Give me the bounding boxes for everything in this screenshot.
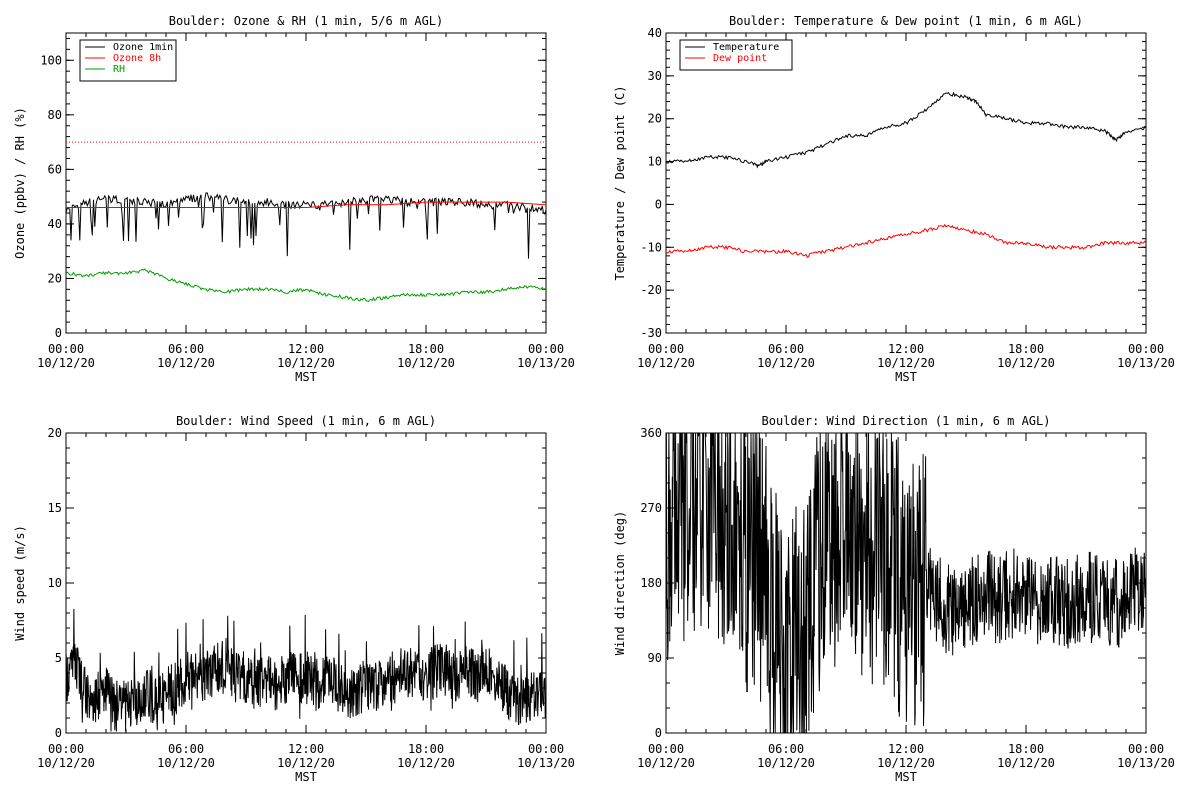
y-tick-label: 20 [48,271,62,285]
chart-title: Boulder: Wind Speed (1 min, 6 m AGL) [176,414,436,428]
series-line-ozone-8h [66,201,546,208]
y-tick-label: 0 [655,726,662,740]
x-tick-time: 06:00 [168,342,204,356]
y-tick-label: 0 [55,726,62,740]
chart-panel-4: Boulder: Wind Direction (1 min, 6 m AGL)… [613,414,1175,784]
chart-title: Boulder: Wind Direction (1 min, 6 m AGL) [762,414,1051,428]
x-tick-date: 10/12/20 [757,356,815,370]
x-tick-date: 10/13/20 [1117,756,1175,770]
x-tick-date: 10/13/20 [1117,356,1175,370]
y-tick-label: 90 [648,651,662,665]
x-tick-time: 00:00 [48,742,84,756]
y-tick-label: -20 [640,283,662,297]
x-tick-date: 10/12/20 [877,356,935,370]
x-tick-date: 10/12/20 [37,356,95,370]
y-tick-label: 30 [648,69,662,83]
x-tick-date: 10/12/20 [37,756,95,770]
chart-title: Boulder: Temperature & Dew point (1 min,… [729,14,1083,28]
y-tick-label: 100 [40,53,62,67]
y-tick-label: 360 [640,426,662,440]
y-axis-label: Temperature / Dew point (C) [613,85,627,280]
legend-label: Dew point [713,53,767,64]
y-tick-label: 40 [48,217,62,231]
y-tick-label: 5 [55,651,62,665]
x-tick-time: 18:00 [408,742,444,756]
x-tick-time: 00:00 [528,342,564,356]
x-tick-time: 18:00 [1008,342,1044,356]
y-tick-label: -10 [640,240,662,254]
x-tick-date: 10/12/20 [157,356,215,370]
x-tick-date: 10/12/20 [997,356,1055,370]
y-tick-label: 0 [55,326,62,340]
y-tick-label: 10 [48,576,62,590]
x-tick-time: 06:00 [168,742,204,756]
x-axis-label: MST [295,370,317,384]
y-tick-label: 0 [655,197,662,211]
y-tick-label: 20 [648,112,662,126]
x-tick-time: 00:00 [528,742,564,756]
legend-box [679,39,793,71]
x-axis-label: MST [895,370,917,384]
x-axis-label: MST [295,770,317,784]
x-tick-time: 12:00 [888,742,924,756]
x-tick-date: 10/12/20 [397,756,455,770]
x-tick-date: 10/12/20 [277,756,335,770]
x-tick-time: 06:00 [768,742,804,756]
legend-label: Ozone 1min [113,42,173,53]
series-line-dew-point [666,223,1146,259]
series-group [666,91,1146,259]
y-tick-label: 20 [48,426,62,440]
x-axis-label: MST [895,770,917,784]
y-tick-label: 10 [648,155,662,169]
x-tick-time: 18:00 [1008,742,1044,756]
x-tick-date: 10/12/20 [277,356,335,370]
series-line-rh [66,268,546,303]
y-tick-label: 180 [640,576,662,590]
x-tick-time: 12:00 [888,342,924,356]
series-group [666,433,1146,733]
legend-label: Ozone 8h [113,53,161,64]
x-tick-date: 10/12/20 [637,356,695,370]
legend-label: Temperature [713,42,779,53]
x-tick-time: 00:00 [648,342,684,356]
x-tick-time: 06:00 [768,342,804,356]
series-line-data-1 [666,433,1146,733]
x-tick-date: 10/12/20 [997,756,1055,770]
x-tick-time: 18:00 [408,342,444,356]
series-line-data-1 [66,608,546,732]
x-tick-date: 10/13/20 [517,756,575,770]
chart-panel-2: Boulder: Temperature & Dew point (1 min,… [613,14,1175,384]
series-group [66,608,546,732]
x-tick-time: 12:00 [288,342,324,356]
y-axis-label: Wind direction (deg) [613,511,627,656]
x-tick-date: 10/13/20 [517,356,575,370]
series-group [66,141,546,303]
y-tick-label: -30 [640,326,662,340]
chart-panel-3: Boulder: Wind Speed (1 min, 6 m AGL) 0 5 10… [13,414,575,784]
y-axis-label: Ozone (ppbv) / RH (%) [13,107,27,259]
x-tick-time: 00:00 [648,742,684,756]
y-tick-label: 60 [48,162,62,176]
y-tick-label: 40 [648,26,662,40]
y-tick-label: 270 [640,501,662,515]
plot-frame [665,32,1147,334]
x-tick-time: 00:00 [1128,742,1164,756]
y-tick-label: 80 [48,108,62,122]
x-tick-time: 00:00 [48,342,84,356]
series-line-temperature [666,91,1146,169]
x-tick-time: 00:00 [1128,342,1164,356]
x-tick-date: 10/12/20 [637,756,695,770]
series-line-ozone-1min [66,192,546,259]
x-tick-time: 12:00 [288,742,324,756]
chart-panel-1: Boulder: Ozone & RH (1 min, 5/6 m AGL) 0 2… [13,14,575,384]
y-tick-label: 15 [48,501,62,515]
chart-title: Boulder: Ozone & RH (1 min, 5/6 m AGL) [169,14,444,28]
y-axis-label: Wind speed (m/s) [13,525,27,641]
legend-label: RH [113,64,125,75]
x-tick-date: 10/12/20 [157,756,215,770]
x-tick-date: 10/12/20 [877,756,935,770]
x-tick-date: 10/12/20 [757,756,815,770]
x-tick-date: 10/12/20 [397,356,455,370]
